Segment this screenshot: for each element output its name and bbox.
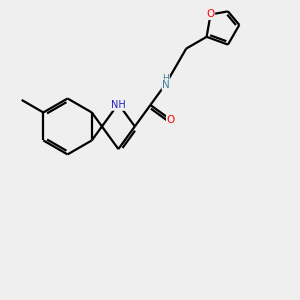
Text: H: H bbox=[163, 74, 170, 83]
Text: N: N bbox=[162, 80, 170, 90]
Text: O: O bbox=[206, 10, 215, 20]
Text: NH: NH bbox=[111, 100, 126, 110]
Text: O: O bbox=[167, 115, 175, 125]
